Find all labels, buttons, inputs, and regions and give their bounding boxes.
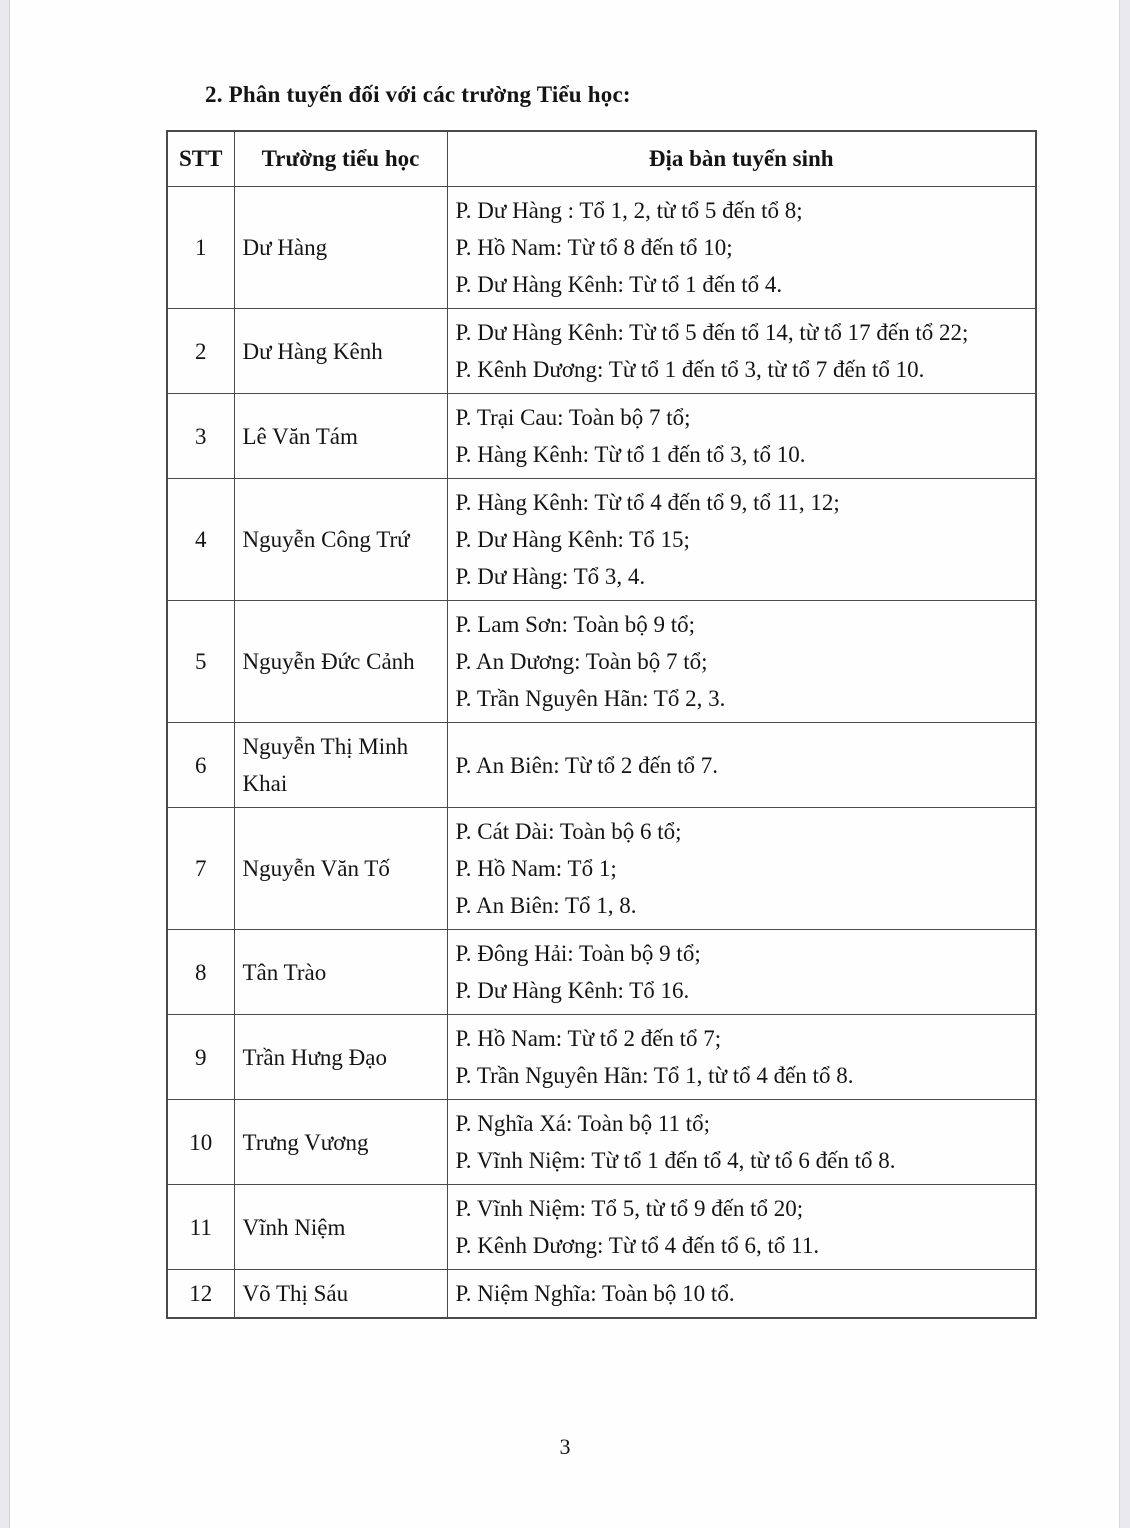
table-row: 9 Trần Hưng Đạo P. Hồ Nam: Từ tổ 2 đến tổ … — [166, 1014, 1037, 1100]
enrollment-area-line: P. An Biên: Từ tổ 2 đến tổ 7. — [455, 752, 719, 778]
enrollment-area-line: P. Vĩnh Niệm: Tổ 5, từ tổ 9 đến tổ 20; — [455, 1196, 804, 1221]
enrollment-area-line: P. Nghĩa Xá: Toàn bộ 11 tổ; — [455, 1111, 711, 1136]
enrollment-area-line: P. Dư Hàng : Tổ 1, 2, từ tổ 5 đến tổ 8; — [455, 198, 803, 223]
table-row: 6 Nguyễn Thị Minh Khai P. An Biên: Từ tổ 2… — [166, 722, 1037, 808]
table-row: 7 Nguyễn Văn Tố P. Cát Dài: Toàn bộ 6 tổ; P… — [166, 807, 1037, 930]
enrollment-area-line: P. Dư Hàng Kênh: Từ tổ 5 đến tổ 14, từ t… — [455, 320, 969, 345]
cell-school-name: Nguyễn Thị Minh Khai — [233, 722, 448, 808]
enrollment-area-line: P. Lam Sơn: Toàn bộ 9 tổ; — [455, 612, 696, 637]
cell-stt: 1 — [166, 186, 235, 309]
table-row: 11 Vĩnh Niệm P. Vĩnh Niệm: Tổ 5, từ tổ 9 đ… — [166, 1184, 1037, 1270]
enrollment-area-line: P. Kênh Dương: Từ tổ 1 đến tổ 3, từ tổ 7… — [455, 357, 925, 382]
cell-enrollment-areas: P. Trại Cau: Toàn bộ 7 tổ; P. Hàng Kênh: … — [446, 393, 1037, 479]
table-row: 10 Trưng Vương P. Nghĩa Xá: Toàn bộ 11 tổ;… — [166, 1099, 1037, 1185]
enrollment-area-line: P. Đông Hải: Toàn bộ 9 tổ; — [455, 941, 701, 966]
cell-school-name: Dư Hàng Kênh — [233, 308, 448, 394]
cell-stt: 11 — [166, 1184, 235, 1270]
table-row: 4 Nguyễn Công Trứ P. Hàng Kênh: Từ tổ 4 đế… — [166, 478, 1037, 601]
section-title: 2. Phân tuyến đối với các trường Tiểu họ… — [205, 82, 631, 107]
cell-school-name: Nguyễn Văn Tố — [233, 807, 448, 930]
scan-edge-right — [1119, 0, 1130, 1528]
cell-enrollment-areas: P. Dư Hàng : Tổ 1, 2, từ tổ 5 đến tổ 8; P… — [446, 186, 1037, 309]
enrollment-area-line: P. Kênh Dương: Từ tổ 4 đến tổ 6, tổ 11. — [455, 1233, 820, 1258]
school-zoning-table: STT Trường tiểu học Địa bàn tuyển sinh 1… — [166, 130, 1037, 1319]
table-row: 1 Dư Hàng P. Dư Hàng : Tổ 1, 2, từ tổ 5 đế… — [166, 186, 1037, 309]
cell-stt: 6 — [166, 722, 235, 808]
table-row: 5 Nguyễn Đức Cảnh P. Lam Sơn: Toàn bộ 9 tổ… — [166, 600, 1037, 723]
enrollment-area-line: P. Niệm Nghĩa: Toàn bộ 10 tổ. — [455, 1281, 735, 1306]
enrollment-area-line: P. An Dương: Toàn bộ 7 tổ; — [455, 649, 708, 674]
cell-enrollment-areas: P. Hồ Nam: Từ tổ 2 đến tổ 7; P. Trần Nguy… — [446, 1014, 1037, 1100]
cell-stt: 7 — [166, 807, 235, 930]
cell-school-name: Vĩnh Niệm — [233, 1184, 448, 1270]
table-header-row: STT Trường tiểu học Địa bàn tuyển sinh — [166, 130, 1037, 187]
cell-enrollment-areas: P. Lam Sơn: Toàn bộ 9 tổ; P. An Dương: To… — [446, 600, 1037, 723]
table-row: 3 Lê Văn Tám P. Trại Cau: Toàn bộ 7 tổ; P. … — [166, 393, 1037, 479]
enrollment-area-line: P. Hồ Nam: Từ tổ 8 đến tổ 10; — [455, 235, 733, 260]
cell-enrollment-areas: P. Nghĩa Xá: Toàn bộ 11 tổ; P. Vĩnh Niệm:… — [446, 1099, 1037, 1185]
enrollment-area-line: P. Hàng Kênh: Từ tổ 4 đến tổ 9, tổ 11, 1… — [455, 490, 840, 515]
cell-stt: 4 — [166, 478, 235, 601]
cell-stt: 2 — [166, 308, 235, 394]
cell-enrollment-areas: P. Dư Hàng Kênh: Từ tổ 5 đến tổ 14, từ t… — [446, 308, 1037, 394]
page-number: 3 — [559, 1434, 571, 1459]
enrollment-area-line: P. Hàng Kênh: Từ tổ 1 đến tổ 3, tổ 10. — [455, 442, 806, 467]
cell-enrollment-areas: P. Cát Dài: Toàn bộ 6 tổ; P. Hồ Nam: Tổ 1… — [446, 807, 1037, 930]
table-row: 8 Tân Trào P. Đông Hải: Toàn bộ 9 tổ; P. Dư… — [166, 929, 1037, 1015]
cell-stt: 9 — [166, 1014, 235, 1100]
cell-school-name: Trưng Vương — [233, 1099, 448, 1185]
column-header-enrollment-area: Địa bàn tuyển sinh — [446, 130, 1037, 187]
enrollment-area-line: P. Dư Hàng Kênh: Tổ 15; — [455, 527, 690, 552]
enrollment-area-line: P. Dư Hàng Kênh: Tổ 16. — [455, 978, 690, 1003]
cell-stt: 3 — [166, 393, 235, 479]
enrollment-area-line: P. Cát Dài: Toàn bộ 6 tổ; — [455, 819, 682, 844]
cell-school-name: Nguyễn Đức Cảnh — [233, 600, 448, 723]
cell-stt: 5 — [166, 600, 235, 723]
column-header-stt: STT — [166, 130, 235, 187]
table-row: 12 Võ Thị Sáu P. Niệm Nghĩa: Toàn bộ 10 tổ… — [166, 1269, 1037, 1319]
cell-school-name: Võ Thị Sáu — [233, 1269, 448, 1319]
enrollment-area-line: P. An Biên: Tổ 1, 8. — [455, 893, 637, 918]
enrollment-area-line: P. Dư Hàng: Tổ 3, 4. — [455, 564, 646, 589]
enrollment-area-line: P. Vĩnh Niệm: Từ tổ 1 đến tổ 4, từ tổ 6 … — [455, 1148, 896, 1173]
scan-edge-left — [0, 0, 10, 1528]
enrollment-area-line: P. Trần Nguyên Hãn: Tổ 2, 3. — [455, 686, 726, 711]
cell-stt: 12 — [166, 1269, 235, 1319]
cell-school-name: Tân Trào — [233, 929, 448, 1015]
cell-enrollment-areas: P. An Biên: Từ tổ 2 đến tổ 7. — [446, 722, 1037, 808]
cell-stt: 8 — [166, 929, 235, 1015]
column-header-school: Trường tiểu học — [233, 130, 448, 187]
enrollment-area-line: P. Trần Nguyên Hãn: Tổ 1, từ tổ 4 đến tổ… — [455, 1063, 854, 1088]
cell-school-name: Trần Hưng Đạo — [233, 1014, 448, 1100]
cell-enrollment-areas: P. Niệm Nghĩa: Toàn bộ 10 tổ. — [446, 1269, 1037, 1319]
cell-school-name: Lê Văn Tám — [233, 393, 448, 479]
cell-school-name: Nguyễn Công Trứ — [233, 478, 448, 601]
enrollment-area-line: P. Hồ Nam: Từ tổ 2 đến tổ 7; — [455, 1026, 722, 1051]
enrollment-area-line: P. Dư Hàng Kênh: Từ tổ 1 đến tổ 4. — [455, 272, 783, 297]
cell-enrollment-areas: P. Vĩnh Niệm: Tổ 5, từ tổ 9 đến tổ 20; P.… — [446, 1184, 1037, 1270]
cell-school-name: Dư Hàng — [233, 186, 448, 309]
enrollment-area-line: P. Hồ Nam: Tổ 1; — [455, 856, 617, 881]
enrollment-area-line: P. Trại Cau: Toàn bộ 7 tổ; — [455, 405, 691, 430]
cell-stt: 10 — [166, 1099, 235, 1185]
cell-enrollment-areas: P. Hàng Kênh: Từ tổ 4 đến tổ 9, tổ 11, 1… — [446, 478, 1037, 601]
table-row: 2 Dư Hàng Kênh P. Dư Hàng Kênh: Từ tổ 5 đế… — [166, 308, 1037, 394]
cell-enrollment-areas: P. Đông Hải: Toàn bộ 9 tổ; P. Dư Hàng Kên… — [446, 929, 1037, 1015]
